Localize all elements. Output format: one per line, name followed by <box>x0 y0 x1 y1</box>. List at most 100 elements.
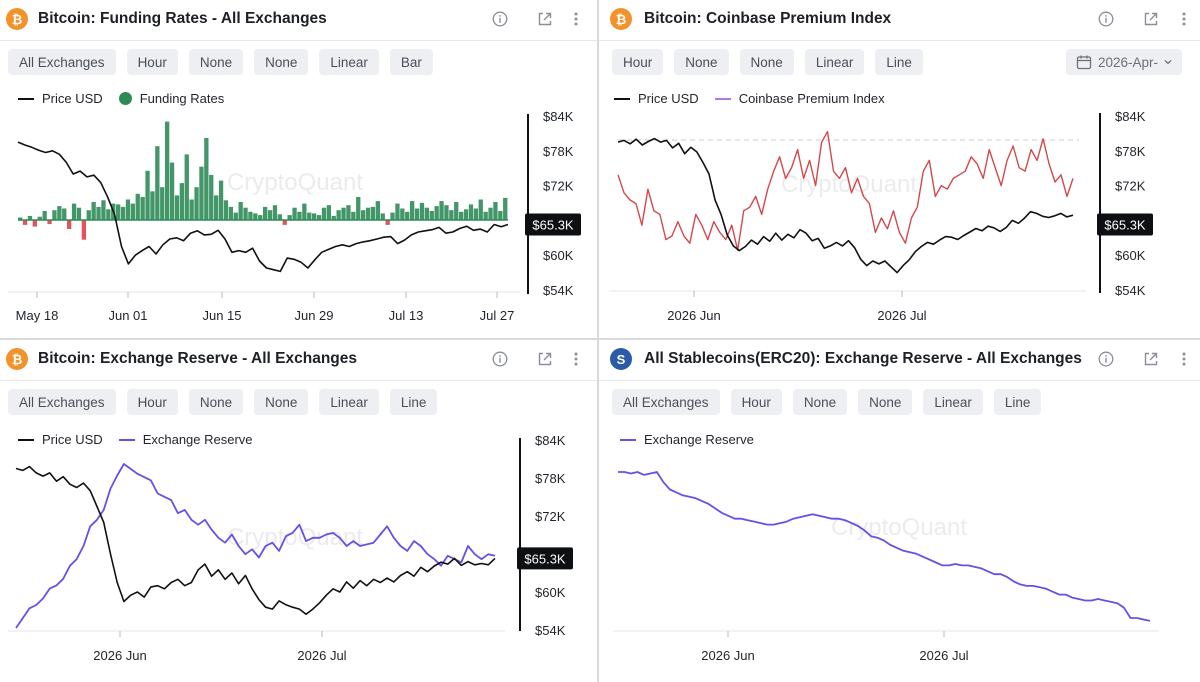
btc-exchange-reserve-chart[interactable]: CryptoQuant 2026 Jun 2026 Jul $84K $78K $72K $… <box>0 340 597 682</box>
funding-rate-bar <box>101 200 106 220</box>
moving-average-selector[interactable]: None <box>674 49 729 75</box>
funding-rate-bar <box>439 201 444 220</box>
header-divider <box>599 380 1200 381</box>
legend-label: Price USD <box>638 91 699 106</box>
moving-average-selector[interactable]: None <box>792 389 848 415</box>
legend-item-price[interactable]: Price USD <box>614 91 699 106</box>
scale-selector[interactable]: Linear <box>923 389 983 415</box>
more-menu-icon[interactable] <box>1174 9 1194 29</box>
funding-rate-bar <box>390 212 395 220</box>
x-tick-label: Jul 13 <box>389 308 424 323</box>
external-link-icon[interactable] <box>535 9 555 29</box>
funding-rate-bar <box>155 146 160 220</box>
interval-selector[interactable]: Hour <box>126 389 178 415</box>
funding-rate-bar <box>130 203 135 220</box>
overlay-selector[interactable]: None <box>739 49 794 75</box>
chart-type-selector[interactable]: Bar <box>389 49 433 75</box>
legend-item-reserve[interactable]: Exchange Reserve <box>118 432 253 447</box>
chevron-down-icon <box>1164 60 1172 65</box>
funding-rates-chart[interactable]: CryptoQuant May 18 Jun 01 Jun 15 Jun 29 Jul 1… <box>0 0 597 338</box>
panel-title: All Stablecoins(ERC20): Exchange Reserve… <box>644 350 1082 367</box>
legend-swatch <box>614 97 630 100</box>
funding-rate-bar <box>228 206 233 220</box>
funding-rate-bar <box>478 199 483 220</box>
funding-rate-bar <box>307 212 312 220</box>
funding-rate-bar <box>385 220 390 225</box>
funding-rate-bar <box>120 206 126 220</box>
funding-rate-bar <box>302 203 307 220</box>
more-menu-icon[interactable] <box>566 9 586 29</box>
info-icon[interactable] <box>1096 9 1116 29</box>
legend-item-funding[interactable]: Funding Rates <box>118 91 224 106</box>
chart-legend: Exchange Reserve <box>620 432 754 447</box>
funding-rate-bar <box>331 215 336 220</box>
funding-rate-bar <box>169 162 175 220</box>
chart-type-selector[interactable]: Line <box>993 389 1042 415</box>
overlay-selector[interactable]: None <box>254 49 309 75</box>
chart-toolbar: All Exchanges Hour None None Linear Line <box>8 389 438 415</box>
chart-type-selector[interactable]: Line <box>875 49 923 75</box>
header-divider <box>0 40 597 41</box>
legend-swatch <box>714 97 731 100</box>
x-tick-label: Jun 15 <box>202 308 241 323</box>
interval-selector[interactable]: Hour <box>126 49 178 75</box>
funding-rate-bar <box>194 187 199 220</box>
info-icon[interactable] <box>490 9 510 29</box>
funding-rate-bar <box>267 210 273 220</box>
info-icon[interactable] <box>490 349 510 369</box>
external-link-icon[interactable] <box>1141 9 1161 29</box>
price-usd-line <box>617 137 1074 274</box>
funding-rate-bar <box>22 220 28 225</box>
funding-rate-bar <box>336 210 341 220</box>
funding-rate-bar <box>449 210 454 220</box>
chart-type-selector[interactable]: Line <box>389 389 438 415</box>
funding-rate-bar <box>459 211 464 220</box>
x-tick-label: 2026 Jun <box>701 648 755 663</box>
legend-item-reserve[interactable]: Exchange Reserve <box>620 432 754 447</box>
stablecoin-reserve-panel: S All Stablecoins(ERC20): Exchange Reser… <box>599 340 1200 682</box>
funding-rate-bar <box>243 207 248 220</box>
funding-rate-bar <box>503 197 508 220</box>
external-link-icon[interactable] <box>535 349 555 369</box>
exchange-selector[interactable]: All Exchanges <box>8 389 116 415</box>
legend-item-price[interactable]: Price USD <box>18 91 103 106</box>
funding-rate-bar <box>380 213 385 220</box>
funding-rate-bar <box>365 207 371 220</box>
date-range-picker[interactable]: 2026-Apr- <box>1066 49 1183 75</box>
horizontal-separator <box>0 338 1200 340</box>
legend-swatch <box>18 97 34 100</box>
stablecoin-reserve-chart[interactable]: CryptoQuant 2026 Jun 2026 Jul <box>599 340 1200 682</box>
interval-selector[interactable]: Hour <box>730 389 782 415</box>
info-icon[interactable] <box>1096 349 1116 369</box>
price-usd-line <box>17 141 509 273</box>
funding-rate-bar <box>483 211 488 220</box>
moving-average-selector[interactable]: None <box>188 49 244 75</box>
external-link-icon[interactable] <box>1141 349 1161 369</box>
legend-item-price[interactable]: Price USD <box>18 432 103 447</box>
scale-selector[interactable]: Linear <box>319 49 379 75</box>
more-menu-icon[interactable] <box>1174 349 1194 369</box>
overlay-selector[interactable]: None <box>858 389 913 415</box>
scale-selector[interactable]: Linear <box>804 49 865 75</box>
more-menu-icon[interactable] <box>566 349 586 369</box>
legend-label: Price USD <box>42 91 103 106</box>
current-price-label: $65.3K <box>532 217 574 232</box>
overlay-selector[interactable]: None <box>254 389 309 415</box>
funding-rate-bar <box>27 215 33 220</box>
funding-rate-bar <box>297 211 302 220</box>
funding-rate-bar <box>233 212 238 220</box>
funding-rate-bar <box>248 211 253 220</box>
moving-average-selector[interactable]: None <box>188 389 244 415</box>
exchange-selector[interactable]: All Exchanges <box>612 389 720 415</box>
funding-rate-bar <box>493 202 498 220</box>
exchange-selector[interactable]: All Exchanges <box>8 49 116 75</box>
interval-selector[interactable]: Hour <box>612 49 664 75</box>
current-price-label: $65.3K <box>1104 217 1146 232</box>
funding-rate-bar <box>488 207 493 220</box>
legend-item-premium[interactable]: Coinbase Premium Index <box>714 91 885 106</box>
funding-rate-bar <box>473 208 478 220</box>
price-usd-line <box>15 465 496 615</box>
legend-swatch <box>118 92 132 105</box>
scale-selector[interactable]: Linear <box>319 389 379 415</box>
